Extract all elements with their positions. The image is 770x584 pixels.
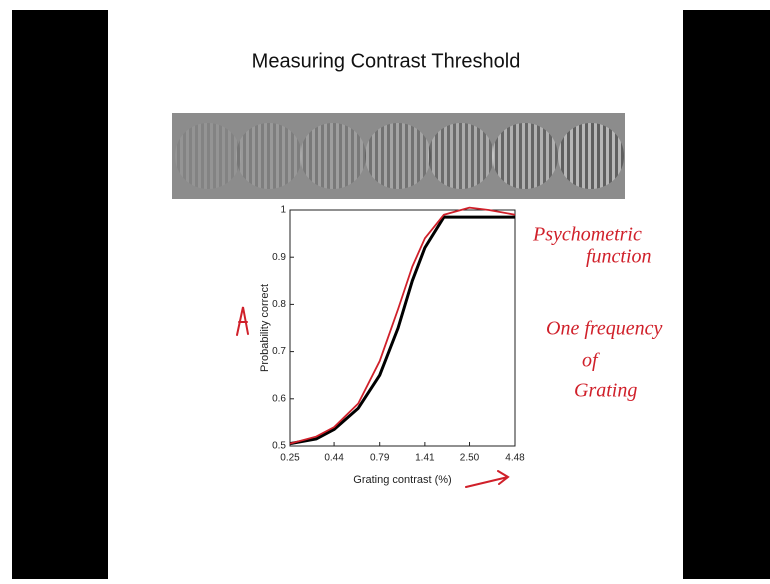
handwritten-note: Psychometric (532, 224, 642, 246)
y-tick-label: 0.5 (272, 441, 286, 452)
handwritten-note: Grating (574, 380, 637, 402)
y-axis-label: Probability correct (259, 284, 271, 372)
slide-screen: Measuring Contrast Threshold 0.5 0.6 0.7 0.… (0, 0, 770, 579)
slide-title: Measuring Contrast Threshold (252, 50, 521, 72)
y-tick-label: 1 (280, 205, 286, 216)
handwritten-note: of (582, 350, 600, 372)
x-tick-label: 0.79 (370, 453, 390, 464)
grating-strip (172, 113, 625, 199)
y-tick-label: 0.9 (272, 252, 286, 263)
x-axis-label: Grating contrast (%) (353, 474, 451, 486)
right-bar (683, 10, 770, 579)
handwritten-note: function (586, 246, 652, 268)
plot-frame (290, 210, 515, 446)
x-tick-label: 0.25 (280, 453, 300, 464)
x-tick-label: 4.48 (505, 453, 525, 464)
handwritten-note: One frequency (546, 318, 663, 340)
x-tick-label: 2.50 (460, 453, 480, 464)
left-bar (12, 10, 108, 579)
x-tick-label: 1.41 (415, 453, 435, 464)
x-tick-label: 0.44 (324, 453, 344, 464)
y-tick-label: 0.6 (272, 393, 286, 404)
y-tick-label: 0.7 (272, 346, 286, 357)
y-tick-label: 0.8 (272, 299, 286, 310)
